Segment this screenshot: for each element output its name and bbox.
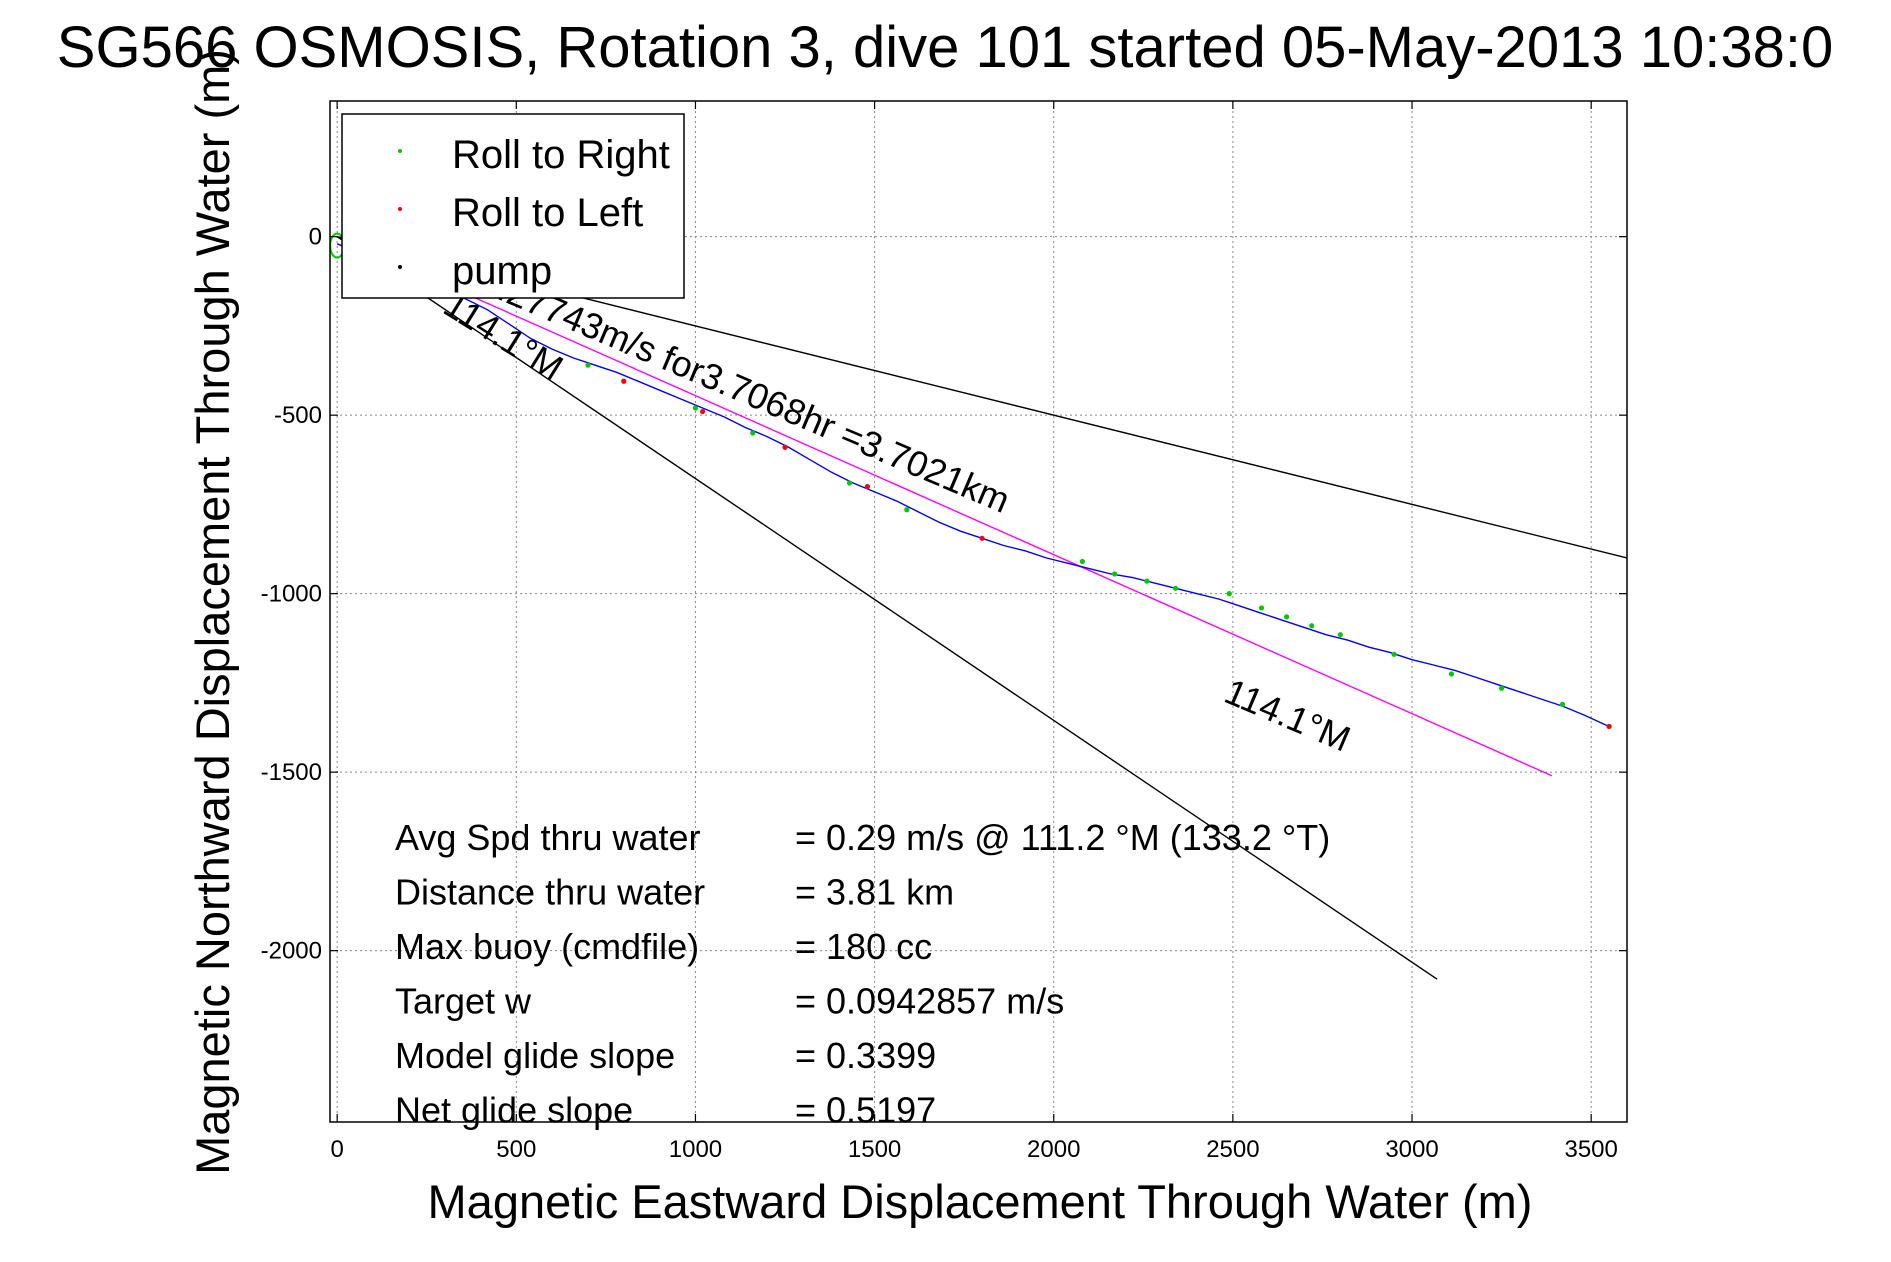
roll-left-point	[700, 408, 706, 415]
roll-left-point	[864, 483, 871, 490]
roll-right-point	[1144, 578, 1150, 584]
roll-right-point	[585, 362, 591, 368]
annotation-value: = 0.29 m/s @ 111.2 °M (133.2 °T)	[795, 817, 1330, 858]
x-tick-label: 2500	[1206, 1136, 1259, 1163]
annotation-value: = 0.0942857 m/s	[795, 981, 1064, 1022]
roll-right-point	[1559, 701, 1566, 707]
annotation-label: Target w	[395, 981, 532, 1022]
x-tick-label: 1500	[848, 1136, 901, 1163]
annotation-label: Net glide slope	[395, 1090, 633, 1131]
legend-marker	[398, 207, 402, 211]
roll-right-point	[1258, 605, 1265, 611]
roll-right-point	[1448, 671, 1455, 677]
annotation-label: Model glide slope	[395, 1035, 675, 1076]
legend-entry-label: pump	[452, 249, 552, 293]
legend-marker	[398, 149, 402, 153]
annotations: Avg Spd thru water = 0.29 m/s @ 111.2 °M …	[395, 817, 1330, 1131]
y-tick-label: 0	[309, 224, 322, 251]
x-tick-label: 500	[496, 1136, 536, 1163]
roll-right-point	[1079, 558, 1086, 565]
y-axis-label: Magnetic Northward Displacement Through …	[186, 49, 239, 1175]
roll-right-point	[750, 430, 756, 436]
roll-right-point	[1284, 614, 1290, 620]
roll-right-point	[904, 507, 910, 513]
roll-right-point	[1309, 623, 1315, 629]
annotation-value: = 0.3399	[795, 1035, 936, 1076]
x-axis-label: Magnetic Eastward Displacement Through W…	[428, 1175, 1533, 1228]
x-tick-label: 3500	[1564, 1136, 1617, 1163]
roll-right-point	[1226, 591, 1232, 597]
roll-right-point	[692, 405, 699, 411]
roll-right-point	[1498, 685, 1505, 691]
roll-left-point	[782, 444, 788, 450]
roll-left-point	[979, 535, 985, 541]
x-tick-label: 2000	[1027, 1136, 1080, 1163]
y-tick-label: -500	[274, 402, 322, 429]
annotation-value: = 0.5197	[795, 1090, 936, 1131]
y-tick-label: -2000	[261, 938, 322, 965]
annotation-value: = 3.81 km	[795, 872, 954, 913]
lower-bound-line	[336, 236, 1438, 980]
annotation-label: Max buoy (cmdfile)	[395, 926, 699, 967]
annotation-label: Avg Spd thru water	[395, 817, 701, 858]
x-tick-label: 0	[330, 1136, 343, 1163]
roll-left-point	[1606, 723, 1612, 730]
annotation-value: = 180 cc	[795, 926, 932, 967]
legend-marker	[398, 265, 402, 269]
roll-right-point	[846, 480, 853, 486]
legend-entry-label: Roll to Left	[452, 191, 643, 235]
target-heading-line	[336, 236, 1553, 777]
y-tick-label: -1500	[261, 759, 322, 786]
annotation-label: Distance thru water	[395, 872, 705, 913]
legend-entry-label: Roll to Right	[452, 133, 670, 177]
roll-left-point	[621, 378, 627, 384]
chart-title: SG566 OSMOSIS, Rotation 3, dive 101 star…	[57, 15, 1833, 80]
plot-frame	[329, 100, 1628, 1123]
axis-ticks: 0 500 1000 1500 2000 2500 3000 3500 -2000 -1500 -1…	[261, 101, 1627, 1163]
x-tick-label: 1000	[669, 1136, 722, 1163]
y-tick-label: -1000	[261, 581, 322, 608]
roll-right-point	[1112, 571, 1118, 577]
roll-right-point	[1391, 651, 1397, 657]
roll-right-point	[1172, 585, 1179, 591]
roll-right-point	[1337, 632, 1343, 638]
x-tick-label: 3000	[1385, 1136, 1438, 1163]
legend: Roll to Right Roll to Left pump	[341, 113, 685, 299]
